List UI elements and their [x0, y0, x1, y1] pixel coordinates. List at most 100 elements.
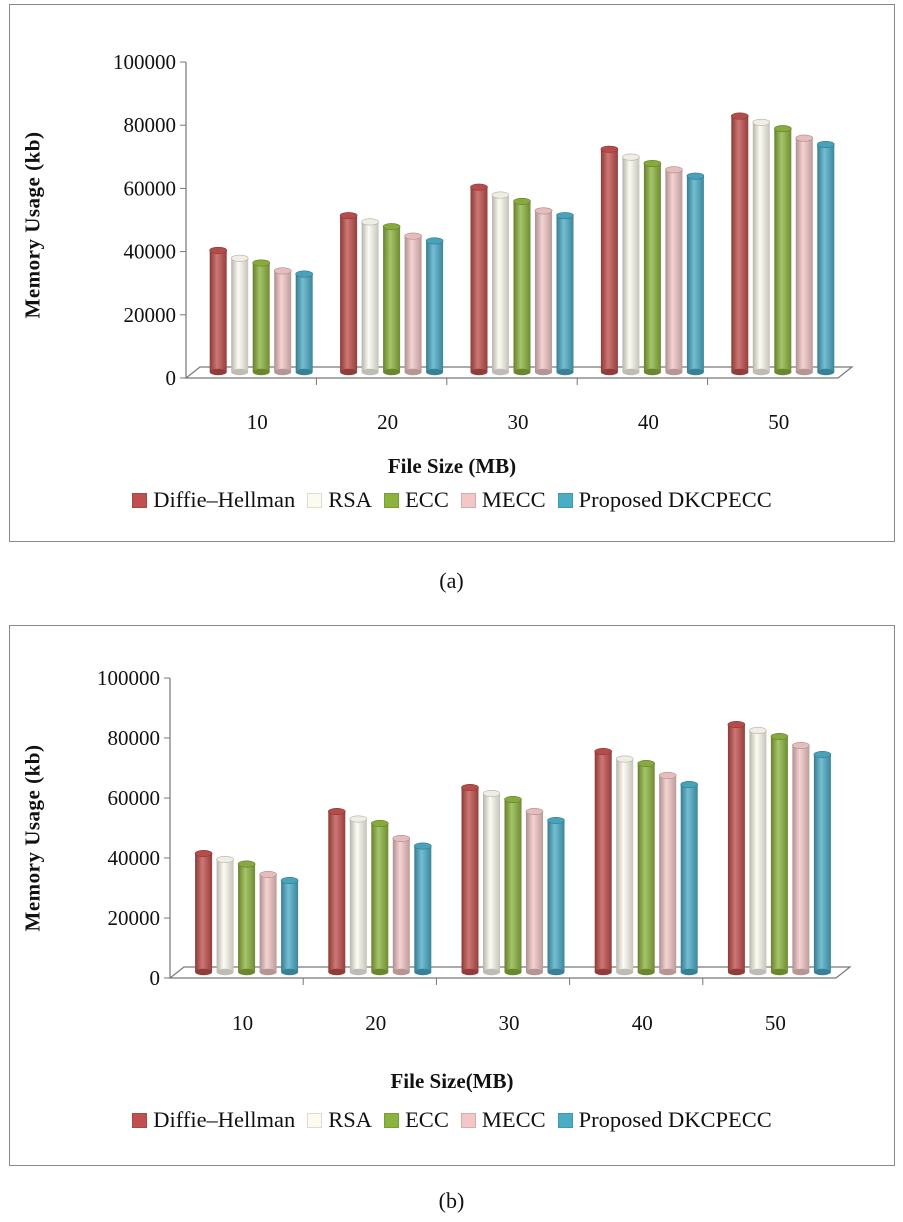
legend-label: Diffie–Hellman — [153, 487, 296, 512]
bar-proposed-dkcpecc-50 — [816, 140, 835, 376]
bar-body — [526, 811, 543, 972]
bar-body — [470, 187, 488, 372]
bar-bottom-cap — [659, 968, 677, 976]
bar-ecc-20 — [382, 223, 401, 376]
legend-label: RSA — [328, 1107, 373, 1132]
bar-rsa-20 — [361, 218, 379, 376]
bar-top-cap — [237, 860, 256, 868]
bar-top-cap — [534, 207, 553, 215]
bar-body — [594, 751, 612, 972]
bar-ecc-30 — [513, 197, 531, 376]
bar-body — [643, 163, 661, 372]
bar-bottom-cap — [252, 368, 270, 376]
bar-body — [349, 819, 367, 972]
bar-rsa-40 — [615, 755, 634, 976]
bar-top-cap — [643, 159, 662, 167]
bar-top-cap — [252, 259, 270, 267]
bar-bottom-cap — [792, 968, 810, 976]
bar-body — [392, 838, 410, 972]
bar-body — [731, 116, 749, 372]
bar-top-cap — [461, 784, 479, 792]
bar-body — [727, 724, 745, 972]
bar-body — [483, 793, 500, 972]
bar-body — [556, 215, 574, 372]
bar-body — [238, 864, 256, 972]
bar-top-cap — [327, 808, 346, 816]
bar-bottom-cap — [513, 368, 531, 376]
bar-body — [259, 874, 277, 972]
bar-rsa-10 — [216, 856, 234, 976]
bar-body — [749, 730, 767, 972]
bar-top-cap — [752, 118, 771, 126]
bar-top-cap — [637, 760, 656, 768]
bar-top-cap — [413, 842, 432, 850]
x-tick-label: 20 — [365, 1011, 386, 1035]
y-axis-title-wrap-a: Memory Usage (kb) — [10, 65, 56, 385]
y-axis-title-b: Memory Usage (kb) — [20, 744, 45, 932]
bar-diffie-hellman-20 — [339, 212, 358, 376]
legend-label: MECC — [481, 1107, 546, 1132]
bar-diffie-hellman-30 — [461, 784, 479, 976]
bar-body — [680, 784, 698, 972]
bar-top-cap — [209, 246, 227, 254]
bar-rsa-40 — [622, 153, 640, 376]
legend-item-mecc: MECC — [460, 1107, 546, 1133]
bar-bottom-cap — [281, 968, 299, 976]
bar-body — [792, 745, 810, 972]
y-tick-label: 80000 — [108, 726, 161, 750]
bar-mecc-30 — [534, 207, 553, 376]
bar-body — [813, 754, 831, 972]
bar-body — [295, 274, 313, 372]
bar-body — [404, 236, 422, 372]
bar-bottom-cap — [637, 968, 655, 976]
bar-top-cap — [295, 270, 314, 278]
legend-swatch — [307, 1112, 323, 1128]
bar-mecc-50 — [795, 134, 814, 376]
x-tick-label: 30 — [508, 410, 529, 434]
bar-top-cap — [370, 820, 389, 828]
y-tick-label: 100000 — [113, 50, 176, 74]
bar-top-cap — [727, 721, 746, 729]
bar-bottom-cap — [483, 968, 500, 976]
bar-proposed-dkcpecc-20 — [425, 237, 444, 376]
bar-top-cap — [792, 742, 810, 750]
y-tick-label: 100000 — [97, 666, 160, 690]
bar-proposed-dkcpecc-10 — [295, 270, 314, 376]
bar-bottom-cap — [774, 368, 792, 376]
bar-body — [616, 759, 634, 972]
bar-bottom-cap — [526, 968, 543, 976]
y-tick-label: 40000 — [108, 846, 161, 870]
y-tick-label: 80000 — [124, 113, 177, 137]
y-tick-label: 40000 — [124, 240, 177, 264]
x-tick-label: 50 — [768, 410, 789, 434]
legend-swatch — [132, 1112, 148, 1128]
chart-a: 0 20000 40000 60000 80000 100000 10 20 30 40 50 — [113, 50, 854, 434]
bar-body — [383, 226, 401, 372]
bar-body — [535, 210, 552, 372]
bar-bottom-cap — [556, 368, 574, 376]
legend-item-rsa: RSA — [307, 487, 372, 513]
bar-top-cap — [349, 815, 368, 823]
legend-item-proposed-dkcpecc: Proposed DKCPECC — [557, 487, 772, 513]
legend-label: Proposed DKCPECC — [578, 487, 772, 512]
bar-body — [209, 250, 227, 372]
bar-top-cap — [594, 748, 613, 756]
legend-swatch — [557, 1112, 573, 1128]
bar-rsa-30 — [482, 790, 501, 976]
bar-body — [281, 880, 299, 972]
bar-diffie-hellman-30 — [470, 183, 488, 376]
legend-swatch — [384, 1112, 400, 1128]
bar-top-cap — [504, 796, 522, 804]
bar-top-cap — [339, 212, 358, 220]
bar-body — [340, 215, 358, 372]
bar-top-cap — [280, 877, 299, 885]
bar-proposed-dkcpecc-40 — [680, 781, 699, 976]
bar-proposed-dkcpecc-30 — [547, 817, 565, 976]
legend-label: MECC — [481, 487, 546, 512]
x-tick-label: 30 — [499, 1011, 520, 1035]
y-axis-title-wrap-b: Memory Usage (kb) — [10, 678, 56, 998]
bar-body — [622, 157, 640, 372]
legend-swatch — [132, 492, 148, 508]
bar-bottom-cap — [216, 968, 234, 976]
bar-ecc-10 — [252, 259, 270, 376]
